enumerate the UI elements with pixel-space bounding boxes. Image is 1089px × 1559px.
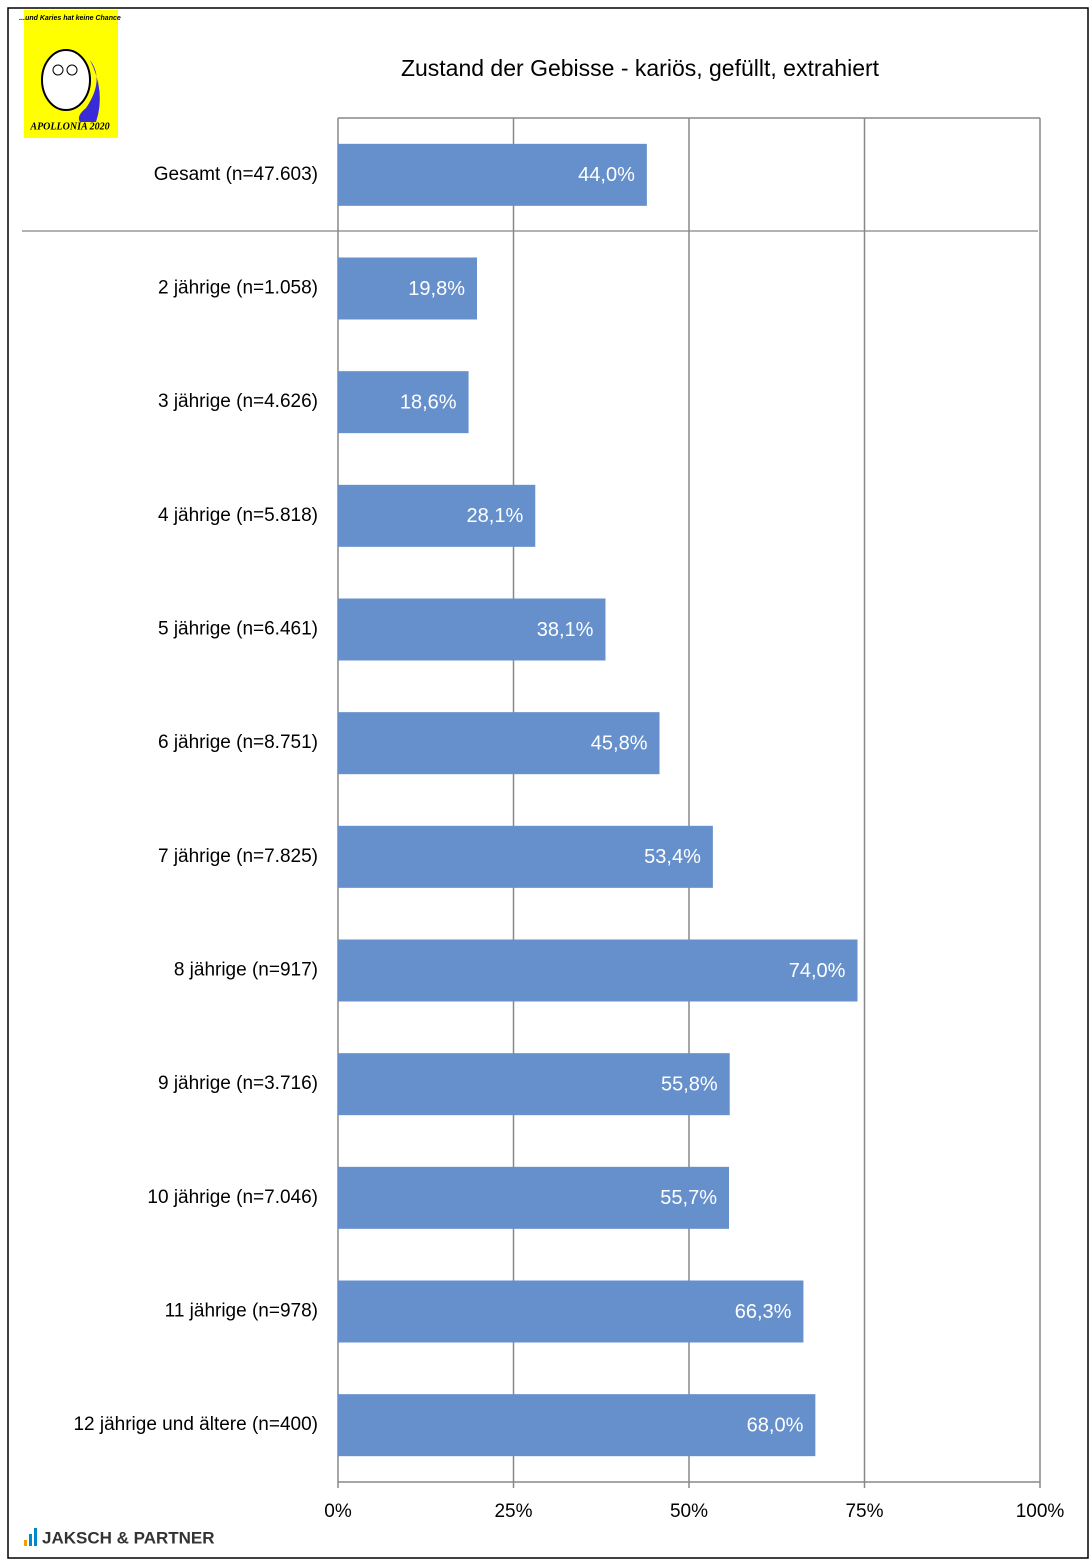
bar [338, 371, 469, 434]
value-label: 68,0% [747, 1414, 804, 1436]
logo: ...und Karies hat keine Chance APOLLONIA… [19, 10, 121, 138]
value-label: 55,7% [660, 1187, 717, 1209]
footer-text: JAKSCH & PARTNER [42, 1528, 215, 1547]
value-label: 53,4% [644, 846, 701, 868]
y-tick-label: 5 jährige (n=6.461) [158, 619, 318, 640]
y-tick-label: 9 jährige (n=3.716) [158, 1073, 318, 1094]
bar [338, 598, 606, 661]
bar [338, 1053, 730, 1116]
value-label: 18,6% [400, 391, 457, 413]
y-tick-label: 12 jährige und ältere (n=400) [73, 1414, 318, 1435]
value-label: 66,3% [735, 1301, 792, 1323]
value-label: 44,0% [578, 164, 635, 186]
x-tick-label: 75% [845, 1501, 883, 1522]
x-tick-label: 50% [670, 1501, 708, 1522]
bar [338, 1280, 804, 1343]
value-label: 28,1% [467, 505, 524, 527]
bar [338, 484, 536, 547]
logo-tooth [41, 49, 91, 111]
bar [338, 143, 647, 206]
y-tick-label: 3 jährige (n=4.626) [158, 391, 318, 412]
bar [338, 257, 477, 320]
value-label: 19,8% [408, 278, 465, 300]
y-tick-label: 8 jährige (n=917) [174, 960, 318, 981]
chart-title: Zustand der Gebisse - kariös, gefüllt, e… [401, 55, 880, 81]
bar [338, 712, 660, 775]
logo-name: APOLLONIA 2020 [29, 121, 109, 132]
y-tick-label: 7 jährige (n=7.825) [158, 846, 318, 867]
y-tick-label: 11 jährige (n=978) [165, 1301, 318, 1322]
bar [338, 1394, 816, 1457]
logo-cape [78, 60, 100, 122]
y-tick-label: 10 jährige (n=7.046) [147, 1187, 318, 1208]
logo-eye [52, 64, 64, 76]
y-tick-label: Gesamt (n=47.603) [154, 164, 318, 185]
footer-icon [29, 1534, 32, 1546]
bar [338, 1166, 730, 1229]
x-tick-label: 100% [1016, 1501, 1065, 1522]
footer-logo: JAKSCH & PARTNER [24, 1528, 215, 1547]
value-label: 74,0% [789, 960, 846, 982]
x-tick-label: 0% [324, 1501, 352, 1522]
value-label: 38,1% [537, 619, 594, 641]
y-tick-label: 2 jährige (n=1.058) [158, 278, 318, 299]
footer-icon [34, 1528, 37, 1546]
bar [338, 825, 713, 888]
page-border [7, 7, 1089, 1559]
value-label: 55,8% [661, 1073, 718, 1095]
logo-slogan: ...und Karies hat keine Chance [19, 15, 121, 22]
y-tick-label: 6 jährige (n=8.751) [158, 732, 318, 753]
logo-eye [66, 64, 78, 76]
x-tick-label: 25% [494, 1501, 532, 1522]
y-tick-label: 4 jährige (n=5.818) [158, 505, 318, 526]
bar [338, 939, 858, 1002]
value-label: 45,8% [591, 732, 648, 754]
footer-icon [24, 1540, 27, 1546]
